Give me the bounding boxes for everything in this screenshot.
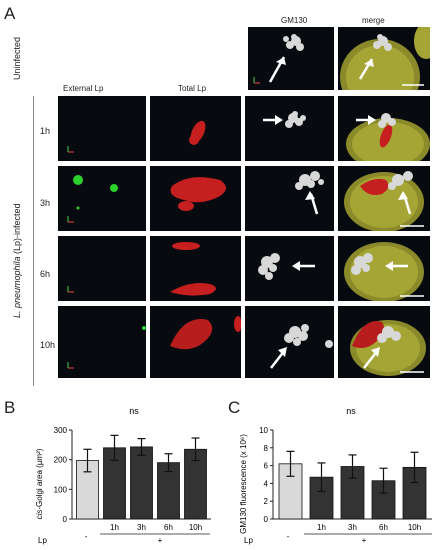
- chart-b-ylabel: cis-Golgi area (µm²): [35, 448, 44, 519]
- tile-1h-external: [58, 96, 146, 161]
- tile-10h-gm130: [245, 306, 334, 378]
- chart-c-sig: ns: [346, 406, 356, 416]
- infected-label: L. pneumophila (Lp)-infected: [12, 203, 22, 318]
- row-label-6h: 6h: [40, 269, 51, 279]
- chart-c-y-tick-label: 10: [259, 426, 268, 435]
- chart-c-x-tick-label: 6h: [379, 523, 388, 532]
- chart-c-x-tick-label: 10h: [408, 523, 421, 532]
- chart-b-y-tick-label: 100: [54, 485, 68, 494]
- panel-b-letter: B: [4, 398, 16, 417]
- panel-a-letter: A: [4, 4, 16, 23]
- tile-1h-merge: [338, 96, 430, 161]
- col-header-merge: merge: [362, 16, 385, 25]
- col-header-external-lp: External Lp: [63, 84, 104, 93]
- chart-c-x-tick-label: 3h: [348, 523, 357, 532]
- tile-uninfected-merge: [338, 27, 430, 90]
- tile-10h-merge: [338, 306, 430, 378]
- chart-b-plus: +: [158, 536, 163, 545]
- chart-c-x-tick-label: 1h: [317, 523, 326, 532]
- chart-c-y-tick-label: 8: [264, 444, 269, 453]
- chart-b-x-tick-label: 10h: [189, 523, 202, 532]
- chart-b-bar: [130, 446, 153, 520]
- tile-1h-gm130: [245, 96, 334, 161]
- chart-c-ylabel: GM130 fluorescence (x 10⁶): [239, 434, 248, 534]
- chart-c-plus: +: [362, 536, 367, 545]
- chart-b-sig: ns: [129, 406, 139, 416]
- tile-3h-external: [58, 166, 146, 231]
- chart-c-y-tick-label: 2: [264, 497, 269, 506]
- chart-b-x-tick-label: 3h: [137, 523, 146, 532]
- chart-b-x-tick-label: 6h: [164, 523, 173, 532]
- row-label-1h: 1h: [40, 126, 51, 136]
- chart-c-lp-label: Lp: [244, 536, 253, 545]
- tile-3h-merge: [338, 166, 430, 231]
- col-header-total-lp: Total Lp: [178, 84, 207, 93]
- chart-c-minus: -: [287, 532, 290, 541]
- tile-6h-gm130: [245, 236, 334, 301]
- chart-b-y-tick-label: 300: [54, 426, 68, 435]
- chart-b: ns cis-Golgi area (µm²) 0 100 200 300 1h 3h 6…: [35, 406, 211, 545]
- tile-3h-gm130: [245, 166, 334, 231]
- chart-c-y-tick-label: 6: [264, 462, 269, 471]
- tile-10h-external: [58, 306, 146, 378]
- chart-c-y-tick-label: 4: [264, 479, 269, 488]
- chart-b-y-tick-label: 200: [54, 456, 68, 465]
- tile-6h-external: [58, 236, 146, 301]
- uninfected-label: Uninfected: [12, 36, 22, 80]
- panel-c-letter: C: [228, 398, 241, 417]
- tile-6h-merge: [338, 236, 430, 301]
- chart-b-lp-label: Lp: [38, 536, 47, 545]
- tile-uninfected-gm130: [248, 27, 334, 90]
- chart-b-y-tick-label: 0: [63, 515, 68, 524]
- tile-3h-total: [150, 166, 241, 231]
- chart-c-y-tick-label: 0: [264, 515, 269, 524]
- tile-1h-total: [150, 96, 241, 161]
- chart-c: ns GM130 fluorescence (x 10⁶) 0 2 4 6 8 10 1h…: [239, 406, 432, 545]
- chart-b-x-tick-label: 1h: [110, 523, 119, 532]
- col-header-gm130: GM130: [281, 16, 308, 25]
- infected-bracket: [33, 96, 34, 386]
- row-label-3h: 3h: [40, 198, 51, 208]
- tile-10h-total: [150, 306, 241, 378]
- row-label-10h: 10h: [40, 340, 56, 350]
- chart-b-minus: -: [85, 532, 88, 541]
- tile-6h-total: [150, 236, 241, 301]
